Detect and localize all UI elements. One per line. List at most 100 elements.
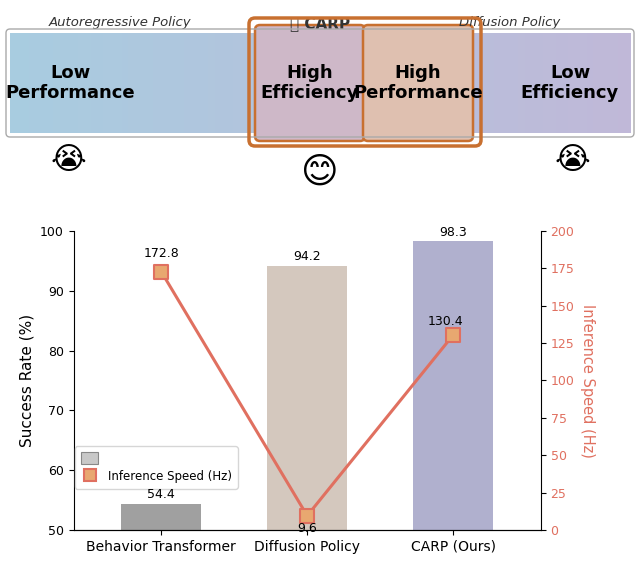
Bar [376,33,383,133]
Bar [326,33,333,133]
Bar [184,33,190,133]
Bar [624,33,630,133]
Text: 😭: 😭 [554,146,590,175]
Bar [103,33,109,133]
Bar [394,33,401,133]
Bar [152,33,159,133]
Bar [500,33,506,133]
Point [156,267,166,276]
Bar [549,33,556,133]
Bar [345,33,351,133]
Bar [121,504,202,530]
Bar [91,33,97,133]
Bar [202,33,209,133]
Text: High
Performance: High Performance [353,64,483,103]
Bar [605,33,612,133]
Bar [456,33,463,133]
Bar [246,33,252,133]
Bar [165,33,172,133]
Bar [518,33,525,133]
Bar [506,33,513,133]
Bar [488,33,494,133]
Bar [314,33,321,133]
Bar [413,241,493,530]
Bar [227,33,234,133]
Bar [41,33,48,133]
Bar [320,33,326,133]
FancyBboxPatch shape [255,25,365,141]
Bar [618,33,624,133]
Bar [463,33,469,133]
Bar [543,33,550,133]
Bar [233,33,240,133]
Bar [140,33,147,133]
Bar [481,33,488,133]
Bar [172,33,178,133]
Bar [301,33,308,133]
Text: 🐟 CARP: 🐟 CARP [290,16,350,31]
Bar [190,33,196,133]
Text: 😭: 😭 [50,146,86,175]
Text: Low
Performance: Low Performance [5,64,135,103]
Text: 94.2: 94.2 [293,250,321,263]
Bar [128,33,134,133]
Text: 98.3: 98.3 [439,226,467,239]
Bar [468,33,476,133]
Bar [382,33,388,133]
Bar [357,33,364,133]
Bar [531,33,538,133]
Bar [47,33,54,133]
Bar [308,33,314,133]
Point [302,511,312,520]
Bar [78,33,85,133]
Bar [351,33,358,133]
Bar [562,33,568,133]
Bar [593,33,600,133]
Bar [122,33,128,133]
Bar [134,33,141,133]
Bar [53,33,60,133]
Text: Low
Efficiency: Low Efficiency [521,64,619,103]
Bar [252,33,259,133]
Bar [512,33,519,133]
Bar [580,33,587,133]
Bar [35,33,42,133]
Bar [413,33,420,133]
Bar [84,33,91,133]
Y-axis label: Success Rate (%): Success Rate (%) [19,314,35,447]
Bar [264,33,271,133]
Bar [283,33,289,133]
Bar [60,33,67,133]
Bar [72,33,79,133]
Bar [289,33,296,133]
Bar [431,33,438,133]
Bar [10,33,17,133]
Bar [66,33,72,133]
Point [448,331,458,340]
Bar [587,33,593,133]
Bar [611,33,618,133]
Bar [239,33,246,133]
Bar [332,33,339,133]
Bar [388,33,395,133]
Bar [339,33,346,133]
Bar [537,33,544,133]
Bar [370,33,376,133]
Bar [159,33,166,133]
Bar [407,33,413,133]
Text: 54.4: 54.4 [147,488,175,502]
Bar [438,33,445,133]
Bar [214,33,221,133]
Bar [475,33,482,133]
Bar [525,33,531,133]
Text: Diffusion Policy: Diffusion Policy [460,16,561,29]
Bar [109,33,116,133]
Bar [196,33,203,133]
Bar [22,33,29,133]
Bar [276,33,284,133]
Text: 😊: 😊 [301,156,339,190]
Bar [295,33,302,133]
Bar [419,33,426,133]
Bar [444,33,451,133]
Bar [16,33,23,133]
